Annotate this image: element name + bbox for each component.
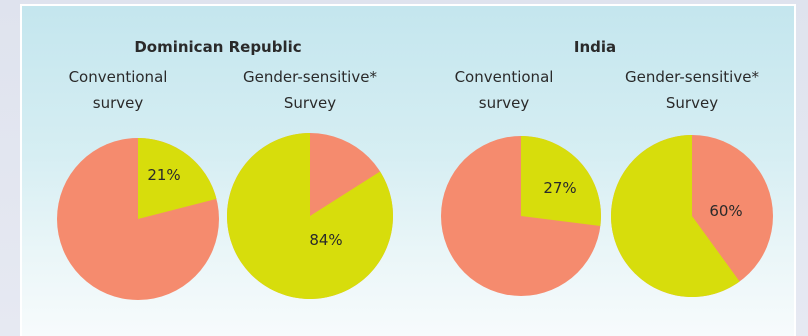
pie-slice-highlight (138, 138, 217, 219)
pie-label: Gender-sensitive* (625, 68, 759, 86)
pie-slice-highlight (226, 132, 393, 299)
chart-group: Dominican Republic Conventional survey 21% G… (57, 38, 393, 300)
chart-group: India Conventional survey 27% Gender-sensiti… (441, 38, 773, 297)
pie-label: Conventional (69, 68, 168, 86)
pie-value-label: 27% (543, 179, 576, 197)
pie-label: survey (93, 94, 144, 112)
pie-label: Conventional (455, 68, 554, 86)
pie-label: Gender-sensitive* (243, 68, 377, 86)
pie-slice-highlight (610, 135, 740, 297)
pie-slice-highlight (521, 136, 602, 227)
pie-label: survey (479, 94, 530, 112)
pie-value-label: 60% (709, 202, 742, 220)
pie-label: Survey (284, 94, 336, 112)
chart-title: India (574, 38, 616, 56)
pie-label: Survey (666, 94, 718, 112)
pie-value-label: 84% (309, 231, 342, 249)
pie-value-label: 21% (147, 166, 180, 184)
chart-title: Dominican Republic (134, 38, 301, 56)
